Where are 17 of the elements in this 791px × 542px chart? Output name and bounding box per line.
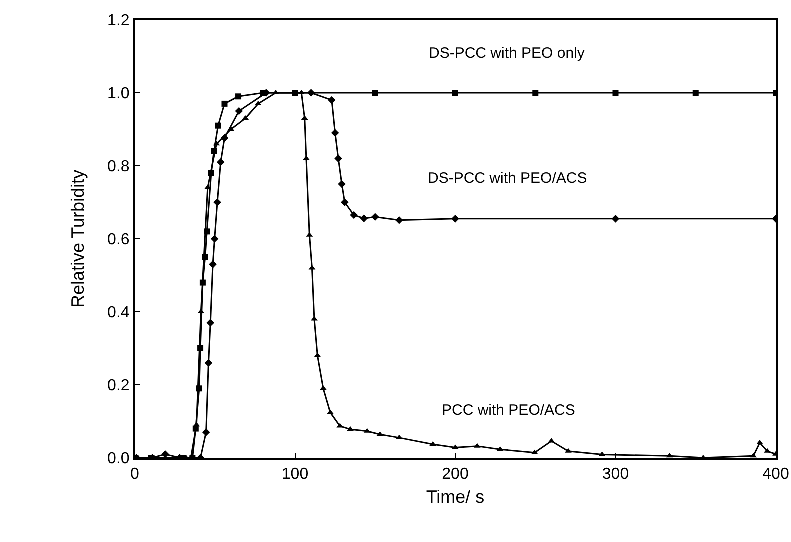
text: DS-PCC with PEO only <box>429 45 586 62</box>
y-tick-label: 0.0 <box>108 450 130 468</box>
text: DS-PCC with PEO/ACS <box>428 170 588 187</box>
x-tick-label: 100 <box>282 466 309 484</box>
series-label: PCC with PEO/ACS <box>442 402 576 419</box>
y-tick-label: 0.8 <box>108 158 130 176</box>
x-axis-title: Time/ s <box>426 486 485 507</box>
x-tick-label: 0 <box>130 466 140 484</box>
x-tick-label: 300 <box>602 466 630 484</box>
y-tick-label: 0.4 <box>108 304 130 322</box>
y-tick-label: 1.2 <box>108 12 130 30</box>
x-tick-label: 200 <box>442 466 469 484</box>
y-axis-title: Relative Turbidity <box>68 170 88 308</box>
y-tick-label: 0.6 <box>108 232 130 249</box>
y-tick-label: 0.2 <box>108 378 130 395</box>
y-tick-label: 1.0 <box>108 86 130 103</box>
x-tick-label: 400 <box>762 466 790 484</box>
